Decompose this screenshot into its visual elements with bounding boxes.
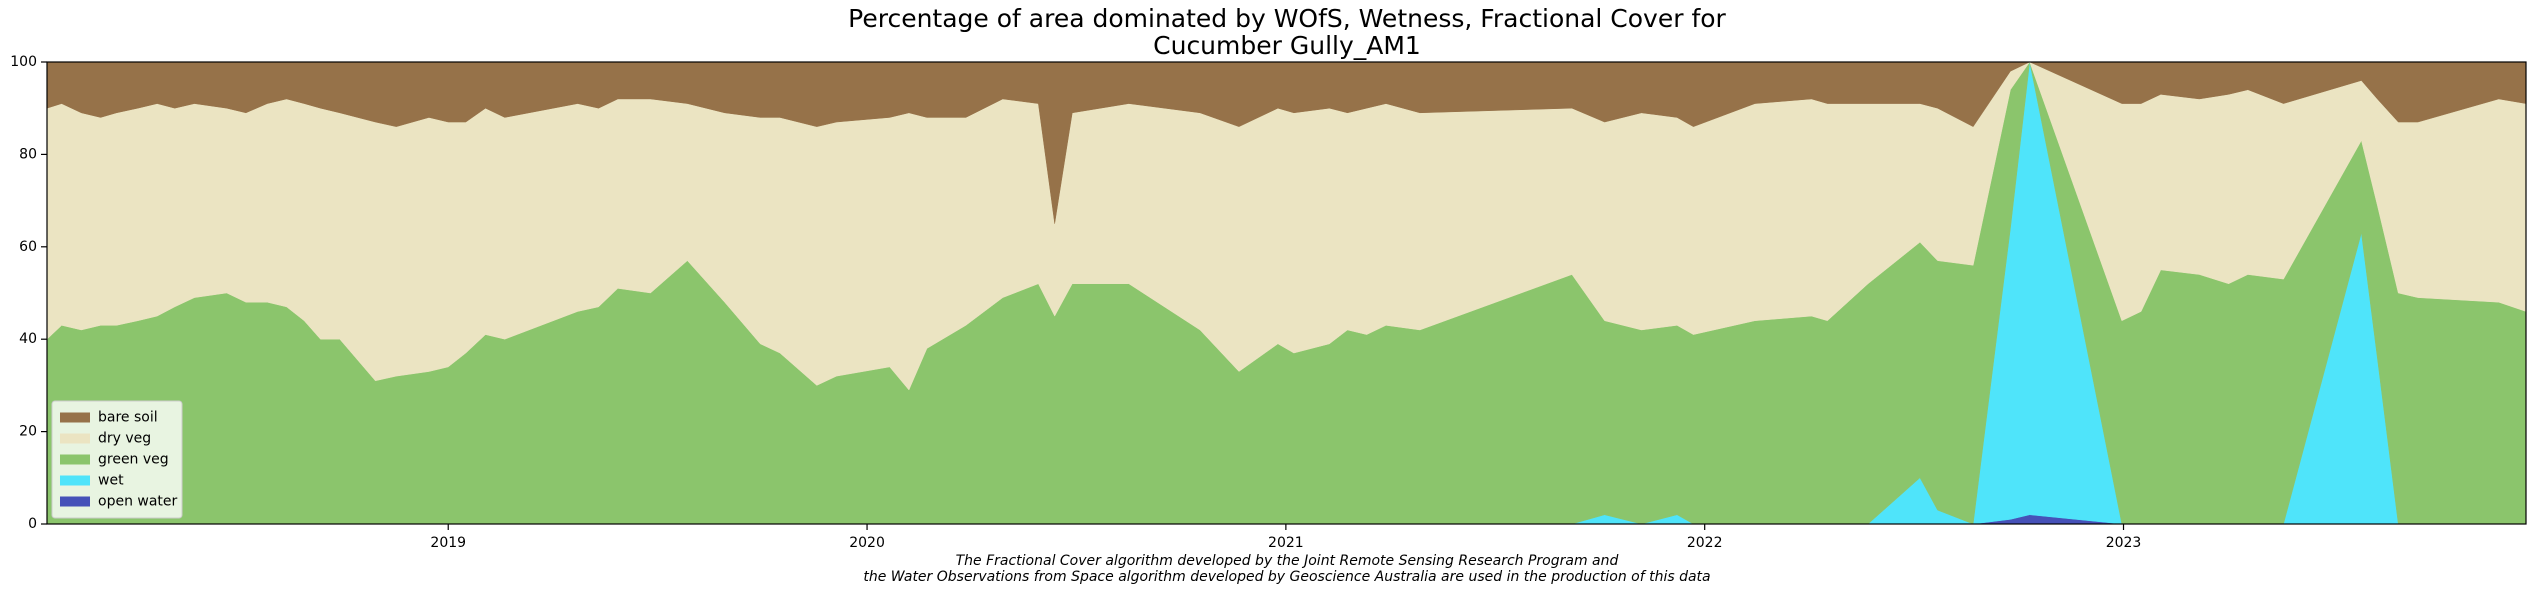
legend-swatch xyxy=(60,496,90,507)
x-tick-label: 2021 xyxy=(1268,535,1304,551)
chart-title: Cucumber Gully_AM1 xyxy=(1153,31,1421,60)
x-tick-label: 2020 xyxy=(849,535,885,551)
y-tick-label: 0 xyxy=(28,516,37,532)
legend-swatch xyxy=(60,412,90,423)
x-tick-label: 2019 xyxy=(430,535,466,551)
legend-swatch xyxy=(60,475,90,486)
legend-label: green veg xyxy=(98,452,169,468)
x-tick-label: 2022 xyxy=(1687,535,1723,551)
legend-box xyxy=(51,400,183,519)
legend-label: bare soil xyxy=(98,410,158,426)
y-tick-label: 60 xyxy=(19,239,37,255)
legend: bare soil dry veg green veg wet open water xyxy=(51,400,183,519)
x-tick-label: 2023 xyxy=(2106,535,2142,551)
legend-label: dry veg xyxy=(98,431,151,447)
y-tick-label: 100 xyxy=(10,54,37,70)
legend-swatch xyxy=(60,433,90,444)
y-tick-label: 20 xyxy=(19,424,37,440)
legend-swatch xyxy=(60,454,90,465)
plot-frame xyxy=(46,61,2527,525)
legend-label: wet xyxy=(98,473,124,489)
footnote: The Fractional Cover algorithm developed… xyxy=(956,553,1619,569)
chart-title: Percentage of area dominated by WOfS, We… xyxy=(848,4,1726,33)
footnote: the Water Observations from Space algori… xyxy=(863,569,1710,585)
y-tick-label: 40 xyxy=(19,331,37,347)
legend-label: open water xyxy=(98,494,178,510)
y-tick-label: 80 xyxy=(19,146,37,162)
